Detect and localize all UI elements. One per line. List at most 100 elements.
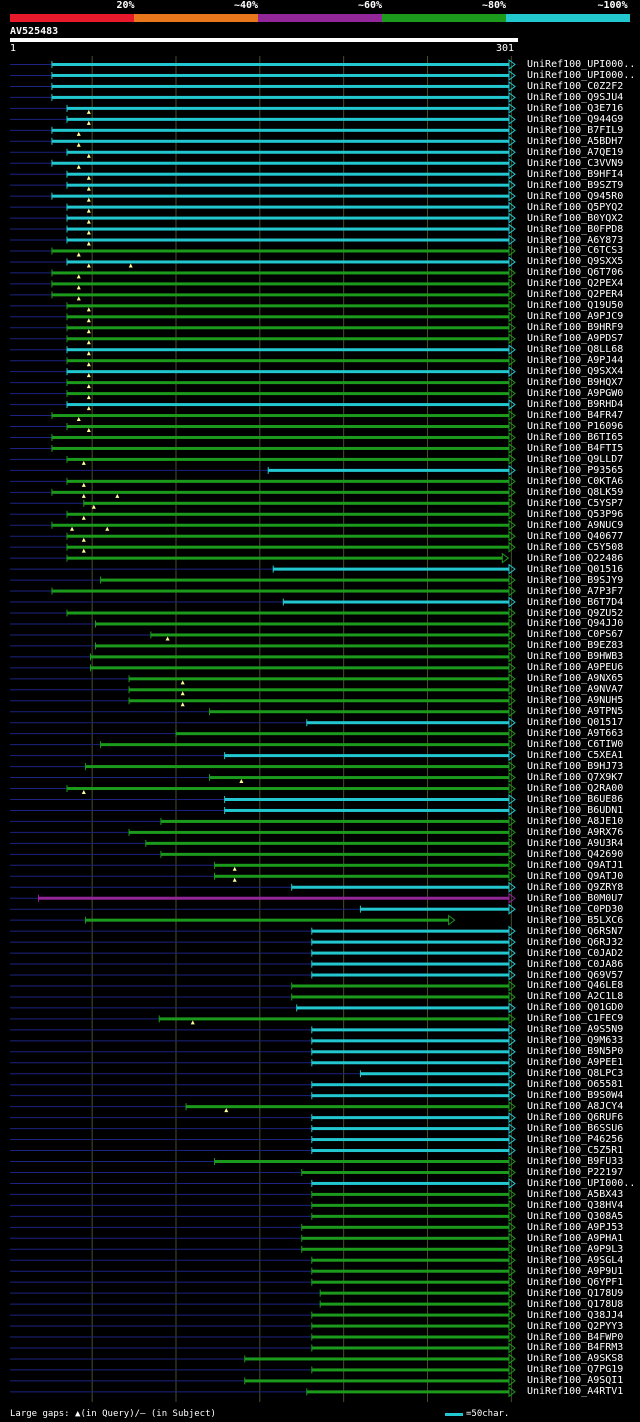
hit-label[interactable]: UniRef100_B6SSU6 <box>527 1123 624 1135</box>
hit-label[interactable]: UniRef100_Q6T706 <box>527 267 624 279</box>
hit-label[interactable]: UniRef100_Q9LLD7 <box>527 453 624 465</box>
hit-label[interactable]: UniRef100_B4FTI5 <box>527 442 624 454</box>
hit-label[interactable]: UniRef100_UPI000.. <box>527 59 636 70</box>
hit-label[interactable]: UniRef100_B6UDN1 <box>527 804 624 816</box>
hit-label[interactable]: UniRef100_Q40677 <box>527 530 624 542</box>
hit-label[interactable]: UniRef100_A9T663 <box>527 728 624 740</box>
hit-label[interactable]: UniRef100_Q01517 <box>527 717 624 729</box>
hit-label[interactable]: UniRef100_A8JCY4 <box>527 1101 624 1113</box>
hit-label[interactable]: UniRef100_Q8LK59 <box>527 486 624 498</box>
hit-label[interactable]: UniRef100_A4RTV1 <box>527 1386 624 1398</box>
hit-label[interactable]: UniRef100_Q308A5 <box>527 1210 624 1222</box>
hit-label[interactable]: UniRef100_C5Z5R1 <box>527 1145 624 1157</box>
hit-label[interactable]: UniRef100_B9HFI4 <box>527 168 624 180</box>
hit-label[interactable]: UniRef100_Q6RJ32 <box>527 936 624 948</box>
hit-label[interactable]: UniRef100_A5BDH7 <box>527 135 624 147</box>
hit-label[interactable]: UniRef100_B9SZT9 <box>527 179 624 191</box>
hit-label[interactable]: UniRef100_Q01516 <box>527 563 624 575</box>
hit-label[interactable]: UniRef100_Q53P96 <box>527 508 624 520</box>
hit-label[interactable]: UniRef100_UPI000.. <box>527 1177 636 1189</box>
hit-label[interactable]: UniRef100_B9RHD4 <box>527 399 624 411</box>
hit-label[interactable]: UniRef100_A5BX43 <box>527 1188 624 1200</box>
hit-label[interactable]: UniRef100_Q2RA00 <box>527 783 624 795</box>
hit-label[interactable]: UniRef100_A9SGL4 <box>527 1254 624 1266</box>
hit-label[interactable]: UniRef100_C0PD30 <box>527 903 624 915</box>
hit-label[interactable]: UniRef100_B5LXC6 <box>527 914 624 926</box>
hit-label[interactable]: UniRef100_A9NVA7 <box>527 684 624 696</box>
hit-label[interactable]: UniRef100_Q945R0 <box>527 190 624 202</box>
hit-label[interactable]: UniRef100_Q42690 <box>527 848 624 860</box>
hit-label[interactable]: UniRef100_A9PHA1 <box>527 1232 624 1244</box>
hit-label[interactable]: UniRef100_B9N5P0 <box>527 1046 624 1058</box>
hit-label[interactable]: UniRef100_B9HWB3 <box>527 651 624 663</box>
hit-label[interactable]: UniRef100_Q46LE8 <box>527 980 624 992</box>
hit-label[interactable]: UniRef100_B4FRM3 <box>527 1342 624 1354</box>
hit-label[interactable]: UniRef100_Q9SJU4 <box>527 91 624 103</box>
hit-label[interactable]: UniRef100_A9NUC9 <box>527 519 624 531</box>
hit-label[interactable]: UniRef100_Q01GD0 <box>527 1002 624 1014</box>
hit-label[interactable]: UniRef100_C5YSP7 <box>527 497 624 509</box>
hit-label[interactable]: UniRef100_A9NX65 <box>527 673 624 685</box>
hit-label[interactable]: UniRef100_C0PS67 <box>527 629 624 641</box>
hit-label[interactable]: UniRef100_A9PEE1 <box>527 1057 624 1069</box>
hit-label[interactable]: UniRef100_Q38JJ4 <box>527 1309 624 1321</box>
hit-label[interactable]: UniRef100_Q8LPC3 <box>527 1068 624 1080</box>
hit-label[interactable]: UniRef100_B7FIL9 <box>527 124 624 136</box>
hit-label[interactable]: UniRef100_B0YQX2 <box>527 212 624 224</box>
hit-label[interactable]: UniRef100_P22197 <box>527 1166 624 1178</box>
hit-label[interactable]: UniRef100_B9HRF9 <box>527 322 624 334</box>
hit-label[interactable]: UniRef100_C5Y508 <box>527 541 624 553</box>
hit-label[interactable]: UniRef100_B0FPD8 <box>527 223 624 235</box>
hit-label[interactable]: UniRef100_P46256 <box>527 1134 624 1146</box>
hit-label[interactable]: UniRef100_Q38HV4 <box>527 1199 624 1211</box>
hit-label[interactable]: UniRef100_C0JA86 <box>527 958 624 970</box>
hit-label[interactable]: UniRef100_A9RX76 <box>527 826 624 838</box>
hit-label[interactable]: UniRef100_A9P9U1 <box>527 1265 624 1277</box>
hit-label[interactable]: UniRef100_Q7PG19 <box>527 1364 624 1376</box>
hit-label[interactable]: UniRef100_A9PJC9 <box>527 311 624 323</box>
hit-label[interactable]: UniRef100_Q6YPF1 <box>527 1276 624 1288</box>
hit-label[interactable]: UniRef100_Q944G9 <box>527 113 624 125</box>
hit-label[interactable]: UniRef100_A9PGW0 <box>527 388 624 400</box>
hit-label[interactable]: UniRef100_Q9ZU52 <box>527 607 624 619</box>
hit-label[interactable]: UniRef100_B9SJY9 <box>527 574 624 586</box>
hit-label[interactable]: UniRef100_B4FR47 <box>527 410 624 422</box>
hit-label[interactable]: UniRef100_Q6RUF6 <box>527 1112 624 1124</box>
hit-label[interactable]: UniRef100_A9U3R4 <box>527 837 624 849</box>
hit-label[interactable]: UniRef100_C3VVN9 <box>527 157 624 169</box>
hit-label[interactable]: UniRef100_B9FU33 <box>527 1156 624 1167</box>
hit-label[interactable]: UniRef100_A9TPN5 <box>527 706 624 718</box>
hit-label[interactable]: UniRef100_Q2PEX4 <box>527 278 624 290</box>
hit-label[interactable]: UniRef100_P16096 <box>527 421 624 432</box>
hit-label[interactable]: UniRef100_Q9ATJ0 <box>527 870 624 882</box>
hit-label[interactable]: UniRef100_Q7X9K7 <box>527 772 624 784</box>
hit-label[interactable]: UniRef100_UPI000.. <box>527 69 636 81</box>
hit-label[interactable]: UniRef100_Q69V57 <box>527 969 624 981</box>
hit-label[interactable]: UniRef100_B9S0W4 <box>527 1090 624 1102</box>
hit-label[interactable]: UniRef100_Q19U50 <box>527 300 624 312</box>
hit-label[interactable]: UniRef100_A9PJ53 <box>527 1221 624 1233</box>
hit-label[interactable]: UniRef100_B6TI65 <box>527 431 624 443</box>
hit-label[interactable]: UniRef100_C0KTA6 <box>527 475 624 487</box>
hit-label[interactable]: UniRef100_A9PDS7 <box>527 333 624 345</box>
hit-label[interactable]: UniRef100_A9SKS8 <box>527 1353 624 1365</box>
hit-label[interactable]: UniRef100_Q9ATJ1 <box>527 859 624 871</box>
hit-label[interactable]: UniRef100_C6TCS3 <box>527 245 624 257</box>
hit-label[interactable]: UniRef100_C0Z2F2 <box>527 80 624 92</box>
hit-label[interactable]: UniRef100_A9PEU6 <box>527 662 624 674</box>
hit-label[interactable]: UniRef100_A8JE10 <box>527 815 624 827</box>
hit-label[interactable]: UniRef100_Q2PER4 <box>527 289 624 301</box>
hit-label[interactable]: UniRef100_C5XEA1 <box>527 750 624 762</box>
hit-label[interactable]: UniRef100_A7P3F7 <box>527 585 624 597</box>
hit-label[interactable]: UniRef100_Q8LL68 <box>527 344 624 356</box>
hit-label[interactable]: UniRef100_A9PJ44 <box>527 355 624 367</box>
hit-label[interactable]: UniRef100_Q3E716 <box>527 102 624 114</box>
hit-label[interactable]: UniRef100_B9HQX7 <box>527 377 624 389</box>
hit-label[interactable]: UniRef100_B9HJ73 <box>527 761 624 773</box>
hit-label[interactable]: UniRef100_Q9M633 <box>527 1035 624 1047</box>
hit-label[interactable]: UniRef100_C6TIW0 <box>527 739 624 751</box>
hit-label[interactable]: UniRef100_A7QE19 <box>527 146 624 158</box>
hit-label[interactable]: UniRef100_A9SQI1 <box>527 1375 624 1387</box>
hit-label[interactable]: UniRef100_C0JAD2 <box>527 947 624 959</box>
hit-label[interactable]: UniRef100_A9NUH5 <box>527 695 624 707</box>
